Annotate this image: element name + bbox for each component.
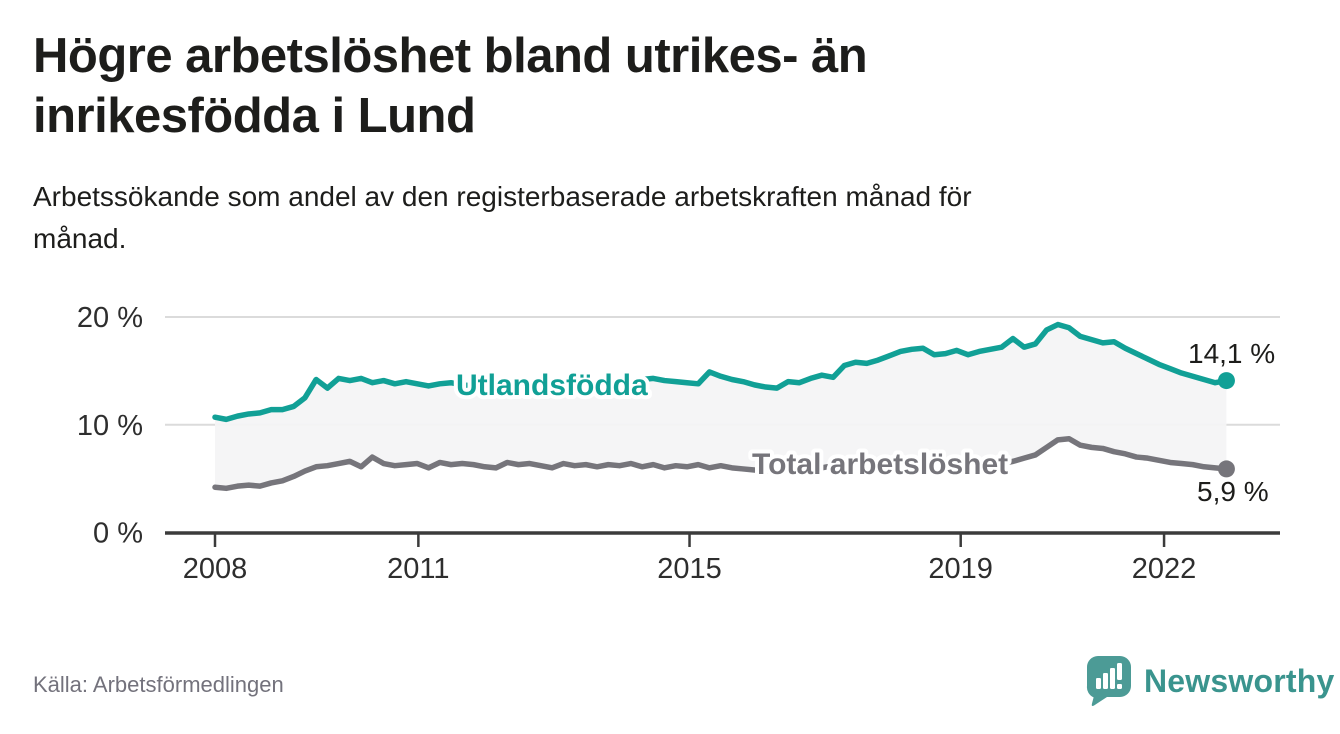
y-tick-label: 20 % bbox=[77, 302, 143, 334]
series-end-dot bbox=[1217, 372, 1235, 390]
series-label-total: Total arbetslöshet bbox=[752, 448, 1008, 481]
x-tick-label: 2022 bbox=[1132, 553, 1197, 585]
y-tick-label: 0 % bbox=[93, 518, 143, 550]
page-title: Högre arbetslöshet bland utrikes- än inr… bbox=[33, 26, 868, 146]
x-tick-label: 2019 bbox=[928, 553, 993, 585]
newsworthy-logo-icon bbox=[1086, 656, 1131, 707]
source-note: Källa: Arbetsförmedlingen bbox=[33, 672, 284, 697]
newsworthy-wordmark: Newsworthy bbox=[1144, 662, 1335, 699]
series-line-total bbox=[212, 436, 1230, 492]
page-title-line2: inrikesfödda i Lund bbox=[33, 89, 476, 143]
newsworthy-logo: Newsworthy bbox=[1086, 655, 1334, 707]
series-end-value-label: 5,9 % bbox=[1197, 476, 1269, 507]
y-tick-label: 10 % bbox=[77, 410, 143, 442]
page-title-line1: Högre arbetslöshet bland utrikes- än bbox=[33, 29, 868, 83]
page-subtitle-line2: månad. bbox=[33, 223, 127, 254]
x-tick-label: 2008 bbox=[183, 553, 248, 585]
series-end-dot bbox=[1217, 460, 1235, 478]
page-subtitle-line1: Arbetssökande som andel av den registerb… bbox=[33, 181, 972, 212]
series-line-utlandsfodda bbox=[212, 321, 1230, 423]
series-label-utlandsfodda: Utlandsfödda bbox=[456, 369, 648, 402]
page-subtitle: Arbetssökande som andel av den registerb… bbox=[33, 176, 972, 260]
series-band bbox=[215, 324, 1227, 489]
x-tick-label: 2015 bbox=[657, 553, 722, 585]
x-tick-label: 2011 bbox=[387, 553, 449, 585]
series-end-value-label: 14,1 % bbox=[1188, 338, 1275, 369]
